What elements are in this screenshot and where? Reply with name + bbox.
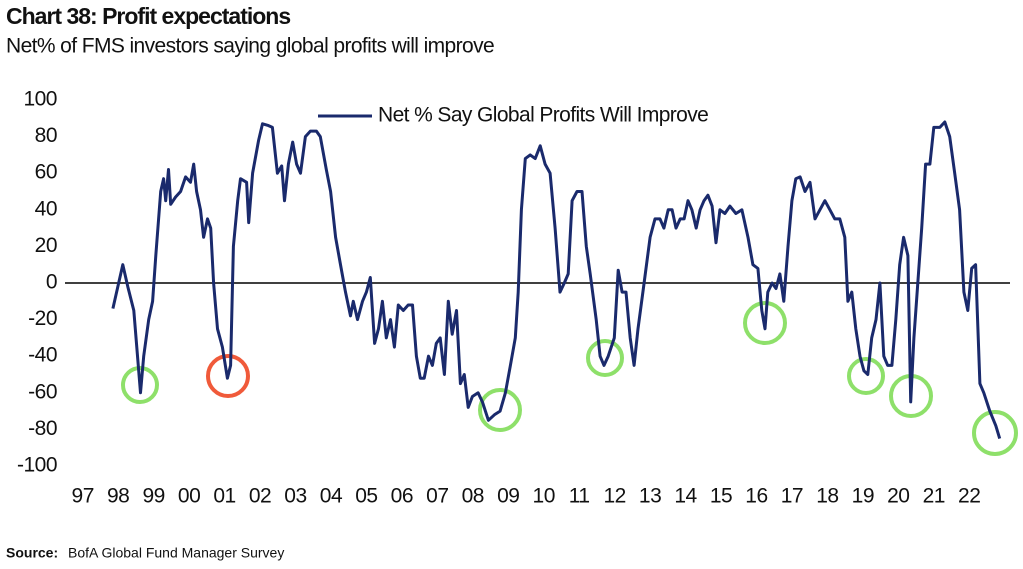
x-tick-label: 00	[178, 485, 200, 508]
highlight-circle	[847, 357, 885, 395]
source-label: Source:	[6, 545, 58, 561]
y-tick-label: 20	[35, 234, 57, 257]
y-tick-label: 60	[35, 161, 57, 184]
x-tick-label: 16	[745, 485, 767, 508]
x-tick-label: 22	[958, 485, 980, 508]
x-tick-label: 09	[497, 485, 519, 508]
x-tick-label: 13	[639, 485, 661, 508]
y-tick-label: 100	[23, 88, 57, 111]
highlight-circle	[206, 354, 250, 398]
y-tick-label: 80	[35, 124, 57, 147]
y-tick-label: -60	[28, 380, 57, 403]
y-tick-label: 40	[35, 197, 57, 220]
x-tick-label: 02	[249, 485, 271, 508]
x-tick-label: 19	[852, 485, 874, 508]
source-text: BofA Global Fund Manager Survey	[68, 545, 284, 561]
x-tick-label: 20	[887, 485, 909, 508]
annotations	[121, 301, 1018, 456]
x-tick-label: 98	[107, 485, 129, 508]
x-tick-label: 03	[284, 485, 306, 508]
highlight-circle	[972, 410, 1018, 456]
x-tick-label: 04	[320, 485, 343, 508]
x-tick-label: 15	[710, 485, 732, 508]
highlight-circle	[121, 366, 159, 404]
x-tick-label: 14	[674, 485, 697, 508]
y-tick-label: 0	[46, 271, 57, 294]
line-series	[111, 120, 1002, 440]
x-tick-label: 05	[355, 485, 377, 508]
x-tick-label: 18	[816, 485, 838, 508]
x-tick-label: 17	[781, 485, 803, 508]
x-tick-label: 06	[391, 485, 413, 508]
x-tick-label: 10	[533, 485, 555, 508]
x-tick-label: 11	[569, 485, 590, 508]
x-tick-label: 99	[142, 485, 164, 508]
y-tick-label: -40	[28, 344, 57, 367]
y-tick-label: -80	[28, 417, 57, 440]
x-tick-label: 01	[213, 485, 235, 508]
x-tick-label: 08	[462, 485, 484, 508]
highlight-circle	[478, 388, 522, 432]
y-tick-label: -100	[17, 454, 57, 477]
x-tick-label: 12	[603, 485, 625, 508]
chart-subtitle: Net% of FMS investors saying global prof…	[6, 35, 494, 58]
x-tick-label: 97	[72, 485, 94, 508]
legend-label: Net % Say Global Profits Will Improve	[378, 104, 708, 127]
chart-title: Chart 38: Profit expectations	[6, 3, 290, 29]
highlight-circle	[743, 301, 787, 345]
x-tick-label: 07	[426, 485, 448, 508]
highlight-circle	[586, 339, 624, 377]
x-tick-label: 21	[923, 485, 945, 508]
y-tick-label: -20	[28, 307, 57, 330]
